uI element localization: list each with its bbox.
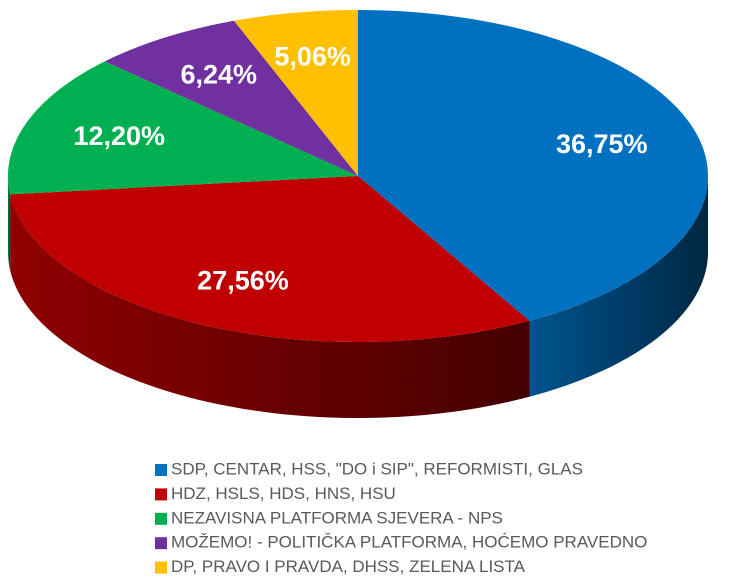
legend-swatch [155, 464, 167, 476]
data-label: 36,75% [556, 129, 648, 159]
slice-side [8, 176, 11, 271]
slice [104, 20, 359, 176]
slice [234, 10, 358, 176]
legend-label: SDP, CENTAR, HSS, "DO i SIP", REFORMISTI… [171, 459, 583, 478]
legend-label: MOŽEMO! - POLITIČKA PLATFORMA, HOĆEMO PR… [171, 533, 647, 552]
legend-label: HDZ, HSLS, HDS, HNS, HSU [171, 484, 396, 503]
slice [10, 176, 530, 342]
data-label: 5,06% [274, 42, 351, 72]
legend-label: NEZAVISNA PLATFORMA SJEVERA - NPS [171, 508, 503, 527]
data-label: 12,20% [73, 121, 165, 151]
legend-swatch [155, 561, 167, 574]
slice [358, 10, 708, 321]
legend-swatch [155, 488, 167, 501]
data-label: 27,56% [197, 265, 289, 295]
legend-swatch [155, 512, 167, 525]
legend-swatch [155, 537, 167, 550]
slice-side [10, 194, 530, 418]
data-label: 6,24% [180, 60, 257, 90]
slice [8, 61, 358, 195]
slice-side [529, 176, 708, 397]
legend-label: DP, PRAVO I PRAVDA, DHSS, ZELENA LISTA [171, 557, 526, 576]
